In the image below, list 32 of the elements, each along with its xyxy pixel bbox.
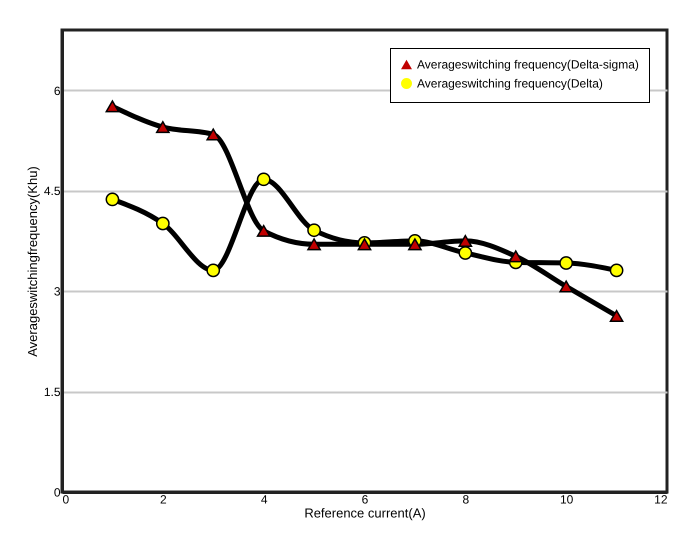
legend-label: Averageswitching frequency(Delta) xyxy=(417,76,603,90)
x-tick-label: 0 xyxy=(62,492,70,506)
x-tick-label: 4 xyxy=(260,492,268,506)
point xyxy=(156,121,170,134)
x-axis-title: Reference current(A) xyxy=(304,506,426,520)
legend-label: Averageswitching frequency(Delta-sigma) xyxy=(417,58,639,72)
point xyxy=(256,224,271,237)
y-tick-label: 4.5 xyxy=(44,184,61,198)
point xyxy=(458,234,472,247)
x-tick-label: 10 xyxy=(560,492,574,506)
x-tick-label: 8 xyxy=(462,492,470,506)
point xyxy=(610,264,624,278)
x-tick-label: 2 xyxy=(160,492,167,506)
x-tick-label: 12 xyxy=(654,492,668,506)
point xyxy=(610,310,624,322)
point xyxy=(206,264,220,278)
y-axis-title: Averageswitchingfrequency(Khu) xyxy=(24,166,40,357)
point xyxy=(156,216,170,230)
point xyxy=(307,223,321,238)
point xyxy=(408,238,422,250)
y-tick-label: 6 xyxy=(54,84,61,98)
point xyxy=(307,238,321,250)
y-tick-label: 1.5 xyxy=(44,385,61,400)
point xyxy=(559,256,574,270)
point xyxy=(508,250,523,262)
y-tick-label: 3 xyxy=(54,284,61,299)
point xyxy=(106,100,120,112)
point xyxy=(106,192,120,206)
x-tick-label: 6 xyxy=(362,492,369,506)
point xyxy=(256,172,271,186)
point xyxy=(559,280,574,292)
point xyxy=(458,246,472,260)
